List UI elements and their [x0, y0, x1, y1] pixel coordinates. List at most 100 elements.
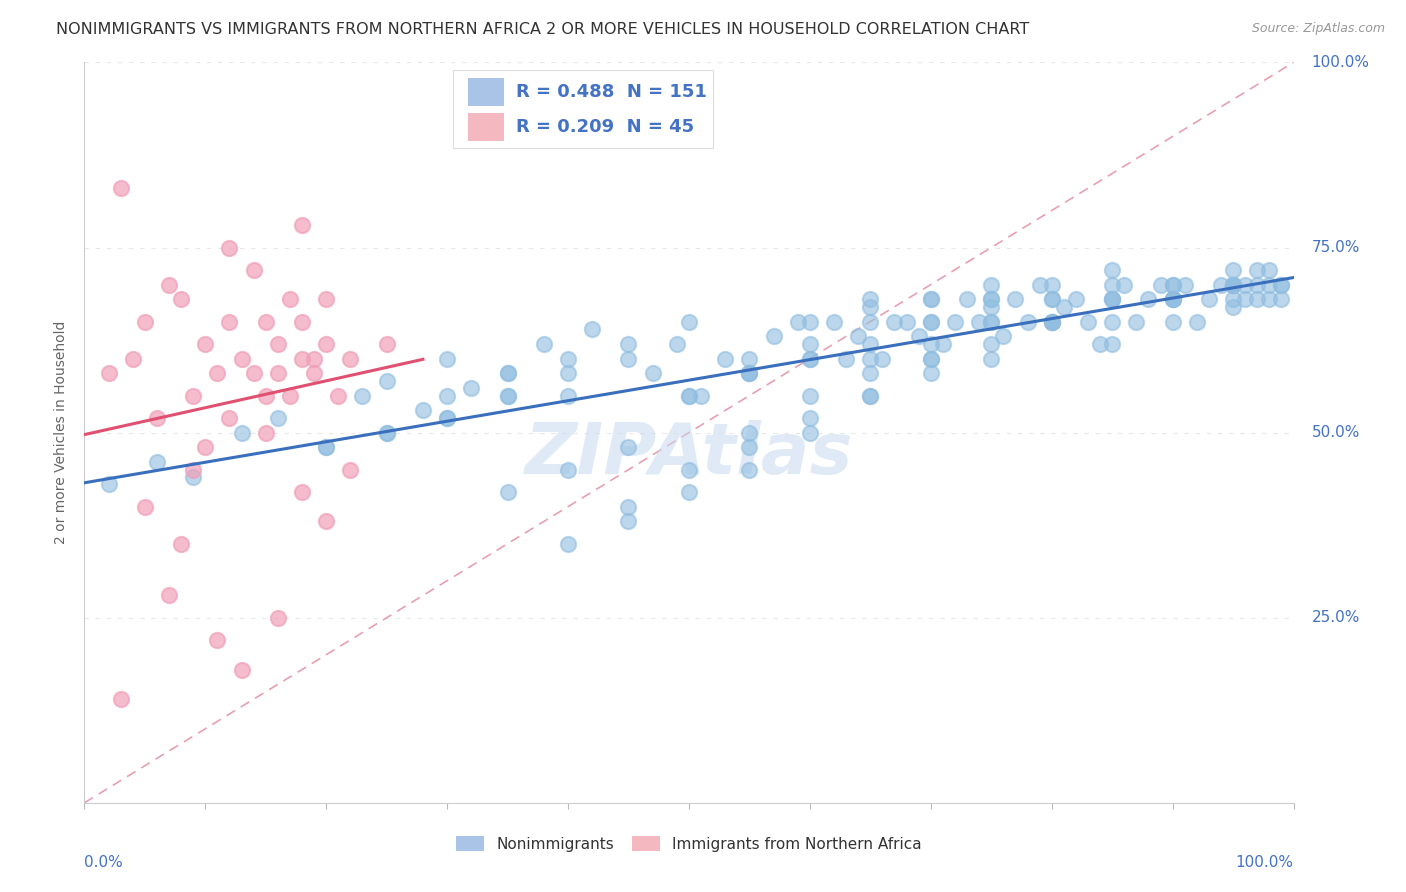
Point — [859, 367, 882, 381]
Point — [1101, 262, 1123, 277]
Point — [1040, 314, 1063, 328]
Point — [375, 425, 398, 440]
Point — [1209, 277, 1232, 292]
Point — [1222, 277, 1244, 292]
Point — [1053, 300, 1076, 314]
Point — [980, 314, 1002, 328]
Point — [315, 336, 337, 351]
Point — [1185, 314, 1208, 328]
Point — [267, 367, 290, 381]
Point — [557, 462, 579, 476]
Point — [799, 314, 821, 328]
Point — [907, 329, 929, 343]
Point — [1064, 293, 1087, 307]
FancyBboxPatch shape — [468, 113, 503, 142]
Point — [617, 515, 640, 529]
Point — [339, 351, 361, 366]
Point — [1101, 293, 1123, 307]
Point — [218, 240, 240, 255]
Point — [1161, 293, 1184, 307]
Point — [267, 336, 290, 351]
Point — [134, 500, 156, 514]
Point — [678, 388, 700, 402]
Point — [738, 367, 761, 381]
Point — [859, 388, 882, 402]
Point — [291, 484, 314, 499]
Point — [460, 381, 482, 395]
Point — [291, 351, 314, 366]
Point — [1101, 314, 1123, 328]
Point — [496, 484, 519, 499]
Point — [823, 314, 845, 328]
Text: 75.0%: 75.0% — [1312, 240, 1360, 255]
Point — [896, 314, 918, 328]
Point — [181, 462, 204, 476]
Point — [1101, 336, 1123, 351]
Point — [1258, 277, 1281, 292]
Point — [1246, 277, 1268, 292]
Point — [641, 367, 664, 381]
Point — [1222, 277, 1244, 292]
Point — [328, 388, 350, 402]
Point — [1234, 293, 1257, 307]
Point — [533, 336, 555, 351]
Point — [835, 351, 858, 366]
Point — [690, 388, 713, 402]
Text: 100.0%: 100.0% — [1236, 855, 1294, 870]
Point — [1258, 262, 1281, 277]
Point — [121, 351, 143, 366]
Point — [1246, 262, 1268, 277]
Point — [1149, 277, 1171, 292]
Point — [231, 351, 253, 366]
Point — [315, 441, 337, 455]
Point — [496, 367, 519, 381]
Point — [1040, 277, 1063, 292]
Point — [980, 336, 1002, 351]
Text: NONIMMIGRANTS VS IMMIGRANTS FROM NORTHERN AFRICA 2 OR MORE VEHICLES IN HOUSEHOLD: NONIMMIGRANTS VS IMMIGRANTS FROM NORTHER… — [56, 22, 1029, 37]
Point — [291, 314, 314, 328]
Text: Source: ZipAtlas.com: Source: ZipAtlas.com — [1251, 22, 1385, 36]
Point — [207, 632, 229, 647]
Point — [218, 410, 240, 425]
Point — [678, 314, 700, 328]
Text: 50.0%: 50.0% — [1312, 425, 1360, 440]
Point — [993, 329, 1015, 343]
Point — [883, 314, 905, 328]
Point — [617, 441, 640, 455]
Point — [207, 367, 229, 381]
Point — [1017, 314, 1039, 328]
Point — [920, 367, 942, 381]
Point — [738, 462, 761, 476]
Point — [1040, 293, 1063, 307]
Point — [872, 351, 894, 366]
Point — [496, 388, 519, 402]
Point — [714, 351, 737, 366]
Point — [557, 388, 579, 402]
Point — [799, 425, 821, 440]
Point — [134, 314, 156, 328]
Point — [557, 536, 579, 550]
Point — [665, 336, 688, 351]
Point — [194, 336, 217, 351]
Point — [291, 219, 314, 233]
Point — [267, 610, 290, 624]
Point — [302, 351, 325, 366]
Point — [1198, 293, 1220, 307]
Point — [315, 515, 337, 529]
Point — [846, 329, 869, 343]
Point — [1270, 293, 1292, 307]
Point — [678, 388, 700, 402]
Point — [920, 293, 942, 307]
Text: R = 0.488  N = 151: R = 0.488 N = 151 — [516, 83, 707, 101]
Point — [738, 367, 761, 381]
Point — [799, 410, 821, 425]
Point — [920, 351, 942, 366]
Point — [278, 388, 301, 402]
FancyBboxPatch shape — [468, 78, 503, 105]
Point — [859, 314, 882, 328]
Point — [110, 181, 132, 195]
Point — [278, 293, 301, 307]
Point — [1114, 277, 1136, 292]
Point — [762, 329, 785, 343]
Point — [617, 351, 640, 366]
